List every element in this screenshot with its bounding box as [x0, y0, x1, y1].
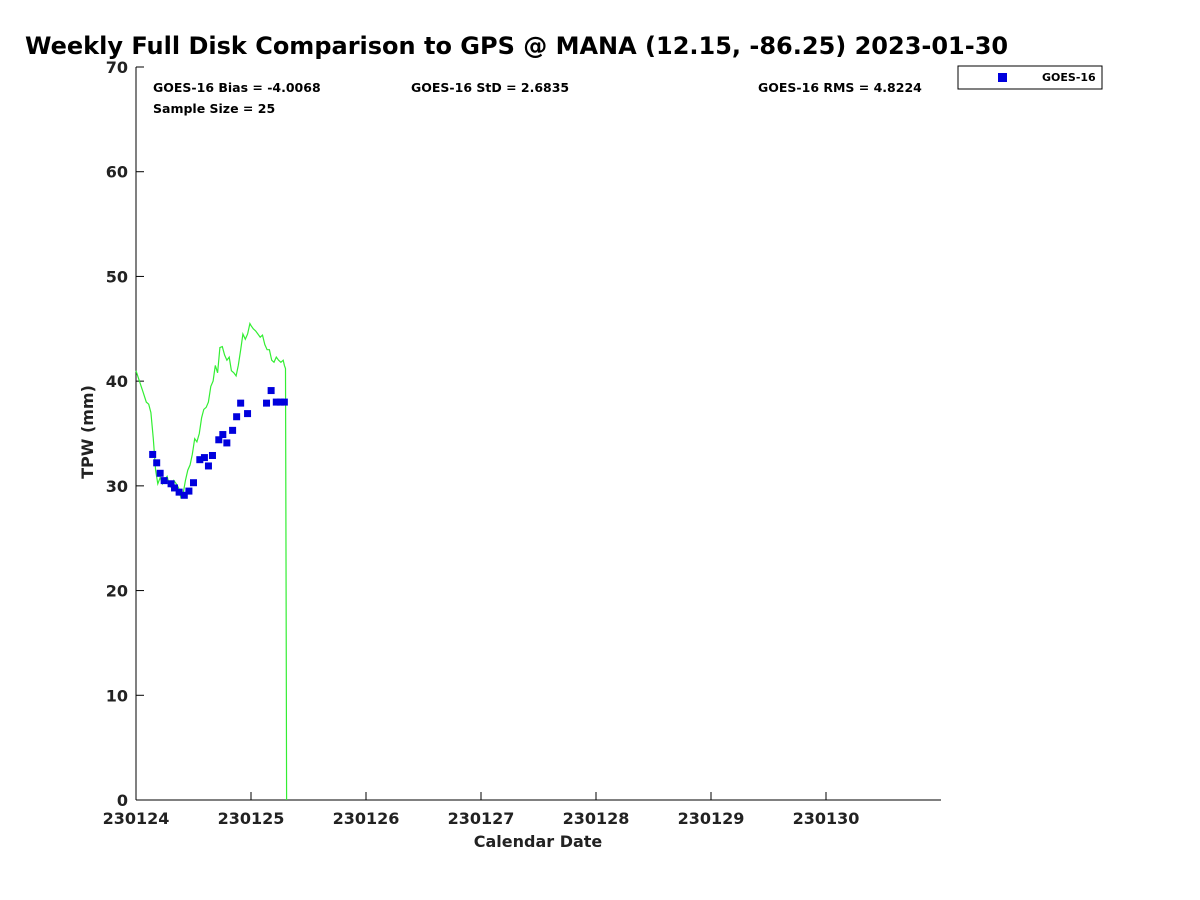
- goes-16-point: [223, 439, 231, 447]
- goes-16-point: [190, 479, 197, 487]
- goes-16-point: [263, 399, 271, 407]
- chart-title: Weekly Full Disk Comparison to GPS @ MAN…: [25, 32, 1008, 60]
- goes-16-point: [196, 456, 204, 464]
- x-tick-label: 230124: [103, 809, 170, 828]
- goes-16-point: [229, 426, 237, 434]
- y-tick-label: 10: [106, 686, 128, 705]
- legend-box: [957, 65, 1103, 90]
- legend-label-goes-16: GOES-16: [1042, 71, 1096, 84]
- y-tick-label: 20: [106, 582, 128, 601]
- y-tick-label: 70: [106, 58, 128, 77]
- x-tick-label: 230127: [448, 809, 515, 828]
- goes-16-point: [215, 436, 223, 444]
- x-axis-ticks: 230124 230125 230126 230127 230128 230129 2301…: [103, 792, 860, 828]
- goes-16-point: [180, 491, 188, 499]
- sample-size-stat: Sample Size = 25: [153, 101, 275, 116]
- goes-16-point: [200, 454, 208, 462]
- x-tick-label: 230129: [678, 809, 745, 828]
- goes-16-point: [280, 398, 288, 406]
- goes-16-point: [233, 413, 241, 421]
- goes-16-point: [185, 487, 193, 495]
- y-tick-label: 50: [106, 267, 128, 286]
- bias-stat: GOES-16 Bias = -4.0068: [153, 80, 321, 95]
- x-tick-label: 230126: [333, 809, 400, 828]
- goes-16-point: [149, 450, 157, 458]
- goes-16-point: [237, 399, 245, 407]
- goes-16-point: [208, 451, 216, 459]
- y-axis-label: TPW (mm): [78, 385, 97, 479]
- plot-area: [135, 67, 941, 801]
- y-tick-label: 30: [106, 477, 128, 496]
- gps-line-series: [135, 321, 288, 801]
- y-tick-label: 40: [106, 372, 128, 391]
- goes-16-point: [219, 431, 227, 439]
- goes-16-point: [204, 462, 212, 470]
- x-tick-label: 230130: [793, 809, 860, 828]
- legend-marker-goes-16: [998, 73, 1007, 82]
- y-axis-ticks: 0 10 20 30 40 50 60 70: [106, 58, 144, 810]
- goes-16-point: [171, 484, 179, 492]
- std-stat: GOES-16 StD = 2.6835: [411, 80, 569, 95]
- rms-stat: GOES-16 RMS = 4.8224: [758, 80, 922, 95]
- x-axis-label: Calendar Date: [474, 832, 603, 851]
- goes-16-series: [149, 387, 288, 499]
- goes-16-point: [156, 469, 164, 477]
- gps-line: [135, 321, 288, 801]
- y-tick-label: 60: [106, 163, 128, 182]
- goes-16-point: [267, 387, 275, 395]
- goes-16-point: [244, 410, 252, 418]
- goes-16-point: [276, 398, 284, 406]
- goes-16-point: [272, 398, 280, 406]
- x-tick-label: 230128: [563, 809, 630, 828]
- legend: GOES-16: [957, 65, 1103, 90]
- goes-16-point: [160, 477, 168, 485]
- x-tick-label: 230125: [218, 809, 285, 828]
- goes-16-point: [175, 488, 183, 496]
- y-tick-label: 0: [117, 791, 128, 810]
- goes-16-point: [153, 459, 161, 467]
- goes-16-point: [167, 480, 175, 488]
